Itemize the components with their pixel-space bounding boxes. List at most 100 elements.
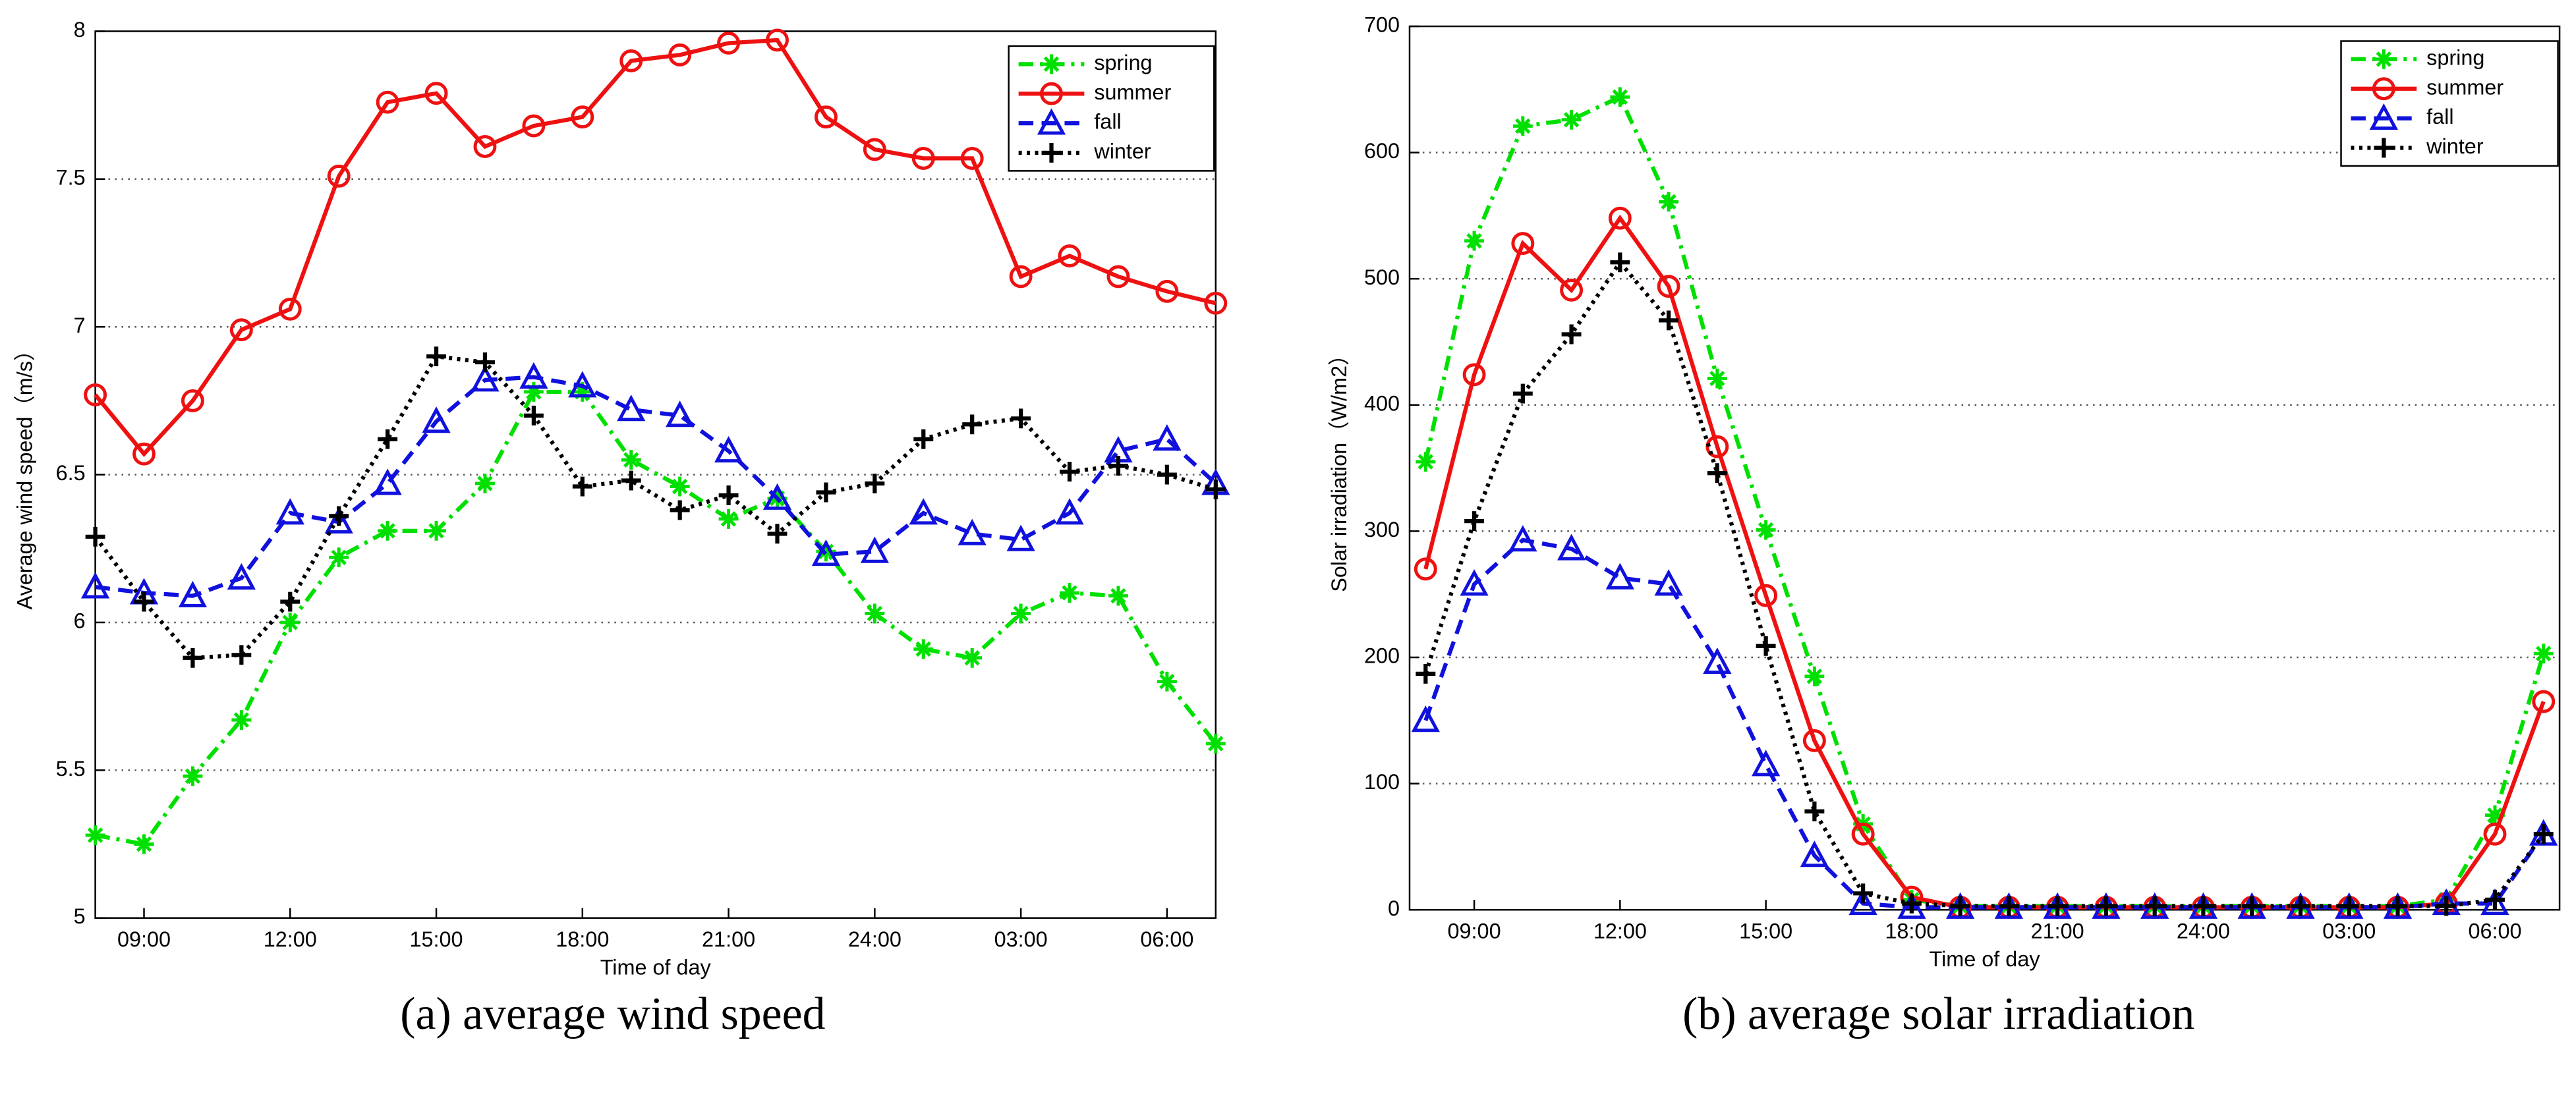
x-tick-label: 21:00 [2031,920,2084,943]
marker [621,470,641,491]
marker [1108,586,1128,606]
marker [519,362,548,389]
marker [1464,231,1485,251]
marker [1657,275,1680,298]
marker [134,592,154,612]
marker [2193,896,2214,916]
marker [422,406,451,433]
marker [811,539,841,566]
legend-marker [2369,103,2398,130]
marker [1756,520,1776,540]
marker [572,476,592,497]
marker [962,647,983,668]
x-tick-label: 18:00 [1885,920,1938,943]
marker [860,536,889,563]
marker [1153,424,1182,451]
marker [1058,244,1081,267]
marker [378,520,398,541]
marker [1561,109,1582,130]
marker [1414,557,1437,581]
marker [1707,463,1727,483]
marker [329,547,349,568]
marker [670,500,690,520]
marker [2339,896,2359,916]
marker [571,105,594,129]
legend-box [2340,40,2559,167]
marker [1999,896,2019,916]
y-tick-label: 500 [1364,265,1400,289]
x-tick-label: 03:00 [2322,920,2376,943]
marker [1610,252,1630,273]
y-tick-label: 300 [1364,518,1400,541]
marker [2242,896,2262,916]
marker [523,405,544,426]
marker [1108,456,1128,476]
x-tick-label: 06:00 [2468,920,2521,943]
marker [473,135,497,158]
marker [1011,408,1031,429]
marker [1901,893,1922,914]
marker [1508,525,1537,552]
marker [229,318,253,342]
marker [1754,584,1778,607]
x-tick-label: 15:00 [1739,920,1792,943]
marker [2485,889,2505,910]
x-tick-label: 21:00 [702,927,755,951]
marker [227,563,256,590]
caption: (b) average solar irradiation [1682,989,2194,1039]
y-tick-label: 8 [74,18,86,41]
legend-box [1008,45,1215,172]
marker [666,400,695,427]
marker [1512,116,1533,136]
marker [1756,636,1776,656]
marker [2485,805,2505,825]
x-tick-label: 12:00 [264,927,317,951]
marker [762,483,792,510]
plot-area [1409,26,2560,910]
marker [913,429,934,449]
x-tick-label: 06:00 [1140,927,1193,951]
marker [2144,896,2165,916]
marker [958,518,987,545]
marker [1462,363,1486,387]
marker [1659,192,1679,212]
marker [2290,896,2310,916]
series-line [1423,259,2546,908]
marker [1157,464,1177,485]
marker [1416,663,1436,684]
marker [1897,892,1926,919]
marker [1751,750,1781,777]
marker [1411,705,1440,732]
marker [327,164,351,188]
marker [275,498,304,525]
legend-marker [1040,82,1063,105]
marker [1060,462,1079,482]
marker [670,476,690,497]
marker [1851,822,1875,846]
marker [1654,569,1683,596]
marker [85,526,105,547]
marker [619,49,643,72]
marker [231,710,252,730]
marker [1060,583,1079,603]
y-tick-label: 6.5 [56,461,86,485]
marker [2532,690,2556,713]
marker [183,766,203,786]
y-tick-label: 400 [1364,391,1400,415]
y-tick-label: 7 [74,314,86,337]
marker [1802,729,1826,752]
marker [1512,383,1533,404]
marker [2483,822,2507,846]
legend-label: summer [2426,75,2504,99]
marker [767,524,787,544]
marker [1006,524,1035,551]
marker [1511,232,1535,256]
marker [617,395,646,422]
marker [865,474,885,493]
marker [84,383,107,406]
legend-label: fall [2426,105,2453,128]
marker [1157,671,1177,692]
marker [960,146,984,170]
marker [2533,644,2554,664]
